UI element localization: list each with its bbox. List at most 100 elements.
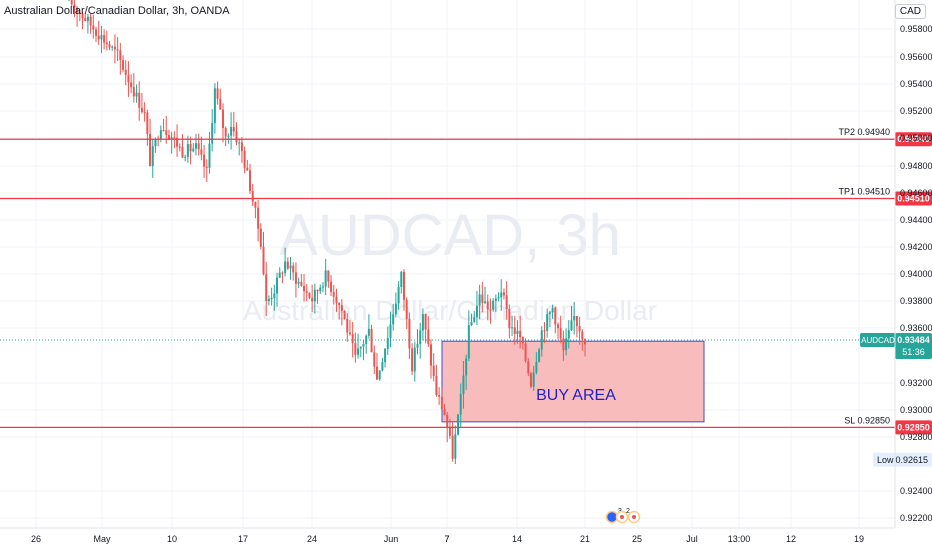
candle-body [122,59,125,70]
candle-body [402,271,405,300]
candle-body [513,327,516,335]
candle-up [551,304,554,319]
level-label: TP1 0.94510 [838,187,890,197]
candle-down [127,61,130,97]
candle-body [384,348,387,363]
candle-up [565,328,568,356]
candle-body [303,285,306,292]
candle-body [281,272,284,274]
candle-up [538,347,541,363]
candle-up [419,322,422,359]
candle-body [519,330,522,338]
candle-down [81,11,84,30]
candle-body [149,133,152,167]
candle-down [505,281,508,320]
level-price-tag [895,191,932,206]
candle-down [411,343,414,375]
level-price-tag [895,420,932,435]
candle-down [281,271,284,284]
y-tick-label: 0.94400 [900,215,932,225]
candle-down [149,118,152,167]
candle-body [378,370,381,380]
candle-body [497,297,500,299]
level-label: TP2 0.94940 [838,127,890,137]
candle-body [127,74,130,83]
candle-body [78,12,81,14]
candle-body [219,98,222,110]
candle-down [529,371,532,389]
candle-down [97,20,100,45]
candle-body [405,299,408,319]
candle-up [570,305,573,331]
candle-body [103,35,106,43]
candle-down [327,270,330,288]
candle-up [467,310,470,362]
candle-down [143,102,146,122]
candle-body [192,148,195,152]
candle-body [529,373,532,387]
x-tick-label: May [93,534,111,544]
candle-down [203,144,206,178]
candle-up [421,308,424,341]
candle-down [119,42,122,75]
candle-down [232,112,235,137]
candle-down [113,34,116,64]
candle-down [73,0,76,18]
candle-up [492,298,495,312]
candle-up [170,131,173,154]
candle-body [386,337,389,349]
candle-up [462,360,465,409]
candle-body [448,427,451,436]
candle-down [130,74,133,94]
buy-area-label: BUY AREA [536,387,616,404]
candle-down [405,297,408,330]
candle-body [527,361,530,374]
level-label: SL 0.92850 [844,415,890,425]
candle-body [540,330,543,350]
x-axis: 26 May 10 17 24 Jun 7 14 21 25 Jul 13:00 12 197 [0,527,895,544]
candle-body [462,375,465,395]
candle-down [249,163,252,194]
candle-up [470,313,473,327]
y-tick-label: 0.93800 [900,296,932,306]
candle-body [508,309,511,329]
candle-body [424,314,427,330]
candle-up [230,112,233,150]
candle-body [351,334,354,344]
candle-body [467,325,470,359]
candle-body [359,346,362,349]
candle-body [238,142,241,144]
candle-down [259,223,262,250]
candle-up [457,413,460,436]
candle-body [292,265,295,273]
candle-body [205,166,208,168]
candle-body [216,88,219,99]
level-line-group: TP2 0.94940 0.94940 [0,127,932,147]
candle-body [76,7,79,13]
candle-body [419,330,422,345]
candle-down [254,201,257,219]
candle-down [240,137,243,163]
candle-body [454,434,457,459]
candle-body [259,228,262,247]
candle-body [151,146,154,167]
candle-up [548,310,551,328]
low-tag-value: 0.92615 [895,455,928,465]
low-tag [873,452,932,467]
candle-body [440,396,443,410]
candle-down [292,262,295,281]
candle-body [146,112,149,134]
candle-down [305,283,308,302]
candle-down [103,29,106,50]
candle-body [581,331,584,340]
currency-selector[interactable]: CAD [894,4,926,19]
candle-down [92,14,95,39]
candle-down [440,387,443,410]
candle-body [346,318,349,333]
candle-body [432,365,435,376]
candle-up [392,303,395,331]
candle-body [408,318,411,349]
candle-body [162,130,165,132]
